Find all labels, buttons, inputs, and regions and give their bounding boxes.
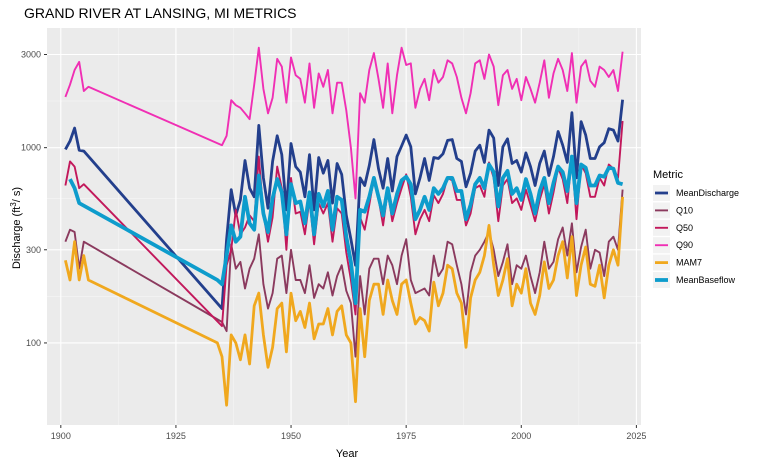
series-line-q90 [64, 46, 624, 200]
x-tick-label: 1950 [281, 431, 301, 441]
y-tick-label: 300 [26, 245, 41, 255]
grid-major [47, 28, 641, 425]
legend-label-meandischarge: MeanDischarge [676, 188, 739, 198]
legend-label-q10: Q10 [676, 205, 693, 215]
y-axis-label: Discharge (ft3/ s) [9, 187, 23, 269]
legend-label-q90: Q90 [676, 240, 693, 250]
x-tick-label: 2000 [511, 431, 531, 441]
x-axis-label: Year [336, 448, 359, 460]
series-line-meandischarge [64, 99, 624, 310]
series-line-q10 [64, 189, 624, 358]
y-axis-label-main: Discharge (ft [11, 207, 23, 269]
legend-label-meanbaseflow: MeanBaseflow [676, 275, 736, 285]
legend-label-q50: Q50 [676, 223, 693, 233]
x-tick-label: 2025 [626, 431, 646, 441]
y-tick-label: 3000 [21, 49, 41, 59]
chart-title: GRAND RIVER AT LANSING, MI METRICS [24, 5, 297, 21]
y-axis-label-sup: 3 [9, 202, 18, 207]
x-tick-label: 1925 [166, 431, 186, 441]
y-axis: 100 300 1000 3000 [21, 49, 47, 348]
series-line-mam7 [64, 196, 624, 407]
series-layer [64, 46, 624, 407]
legend: Metric MeanDischarge Q10 Q50 Q90 MAM7 MeanBas… [653, 169, 739, 288]
y-axis-label-tail: / s) [11, 187, 23, 202]
series-line-meanbaseflow [68, 154, 624, 305]
y-tick-label: 1000 [21, 143, 41, 153]
legend-items: MeanDischarge Q10 Q50 Q90 MAM7 MeanBaseflow [653, 185, 739, 288]
x-tick-label: 1900 [51, 431, 71, 441]
y-tick-label: 100 [26, 338, 41, 348]
x-tick-label: 1975 [396, 431, 416, 441]
legend-title: Metric [653, 169, 683, 181]
x-axis: 1900 1925 1950 1975 2000 2025 [51, 425, 646, 441]
legend-label-mam7: MAM7 [676, 258, 702, 268]
